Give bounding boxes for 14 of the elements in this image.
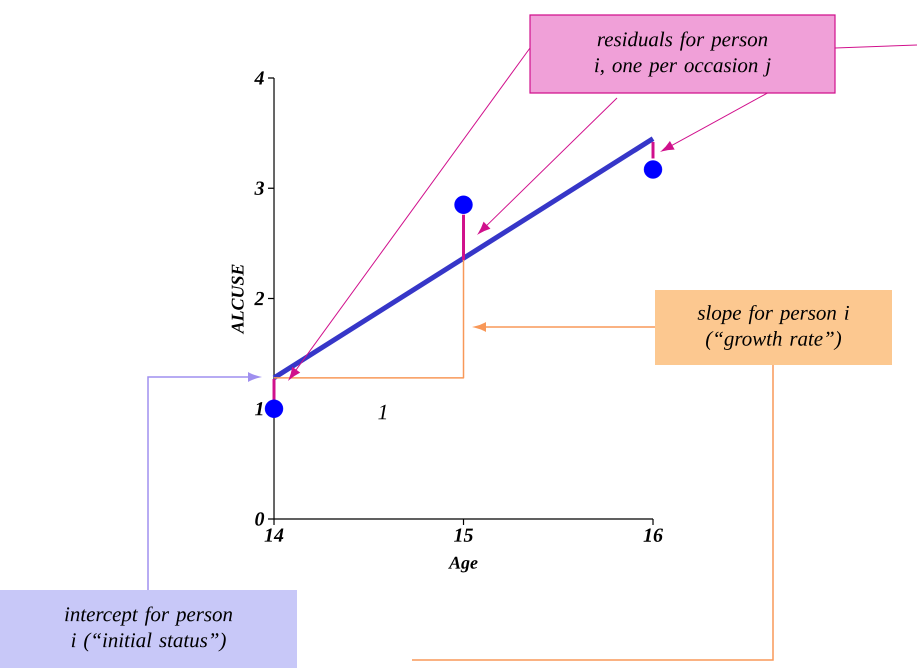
y-tick-label: 0 <box>255 512 264 526</box>
x-tick-label: 14 <box>264 528 284 542</box>
text: residuals for person i, one per occasion j <box>595 31 771 77</box>
y-tick-label: 1 <box>254 402 262 416</box>
y-axis-title: ALCUSE <box>232 264 244 334</box>
annotation: 1 <box>378 404 386 420</box>
x-tick-label: 15 <box>454 528 473 542</box>
y-tick-label: 4 <box>254 71 264 85</box>
y-tick-label: 3 <box>254 182 264 195</box>
y-tick-label: 2 <box>254 292 264 306</box>
x-axis-title: Age <box>448 556 478 572</box>
text: slope for person i (“growth rate”) <box>698 304 849 350</box>
x-tick-label: 16 <box>644 528 663 542</box>
text: intercept for person i (“initial status”) <box>65 606 232 652</box>
